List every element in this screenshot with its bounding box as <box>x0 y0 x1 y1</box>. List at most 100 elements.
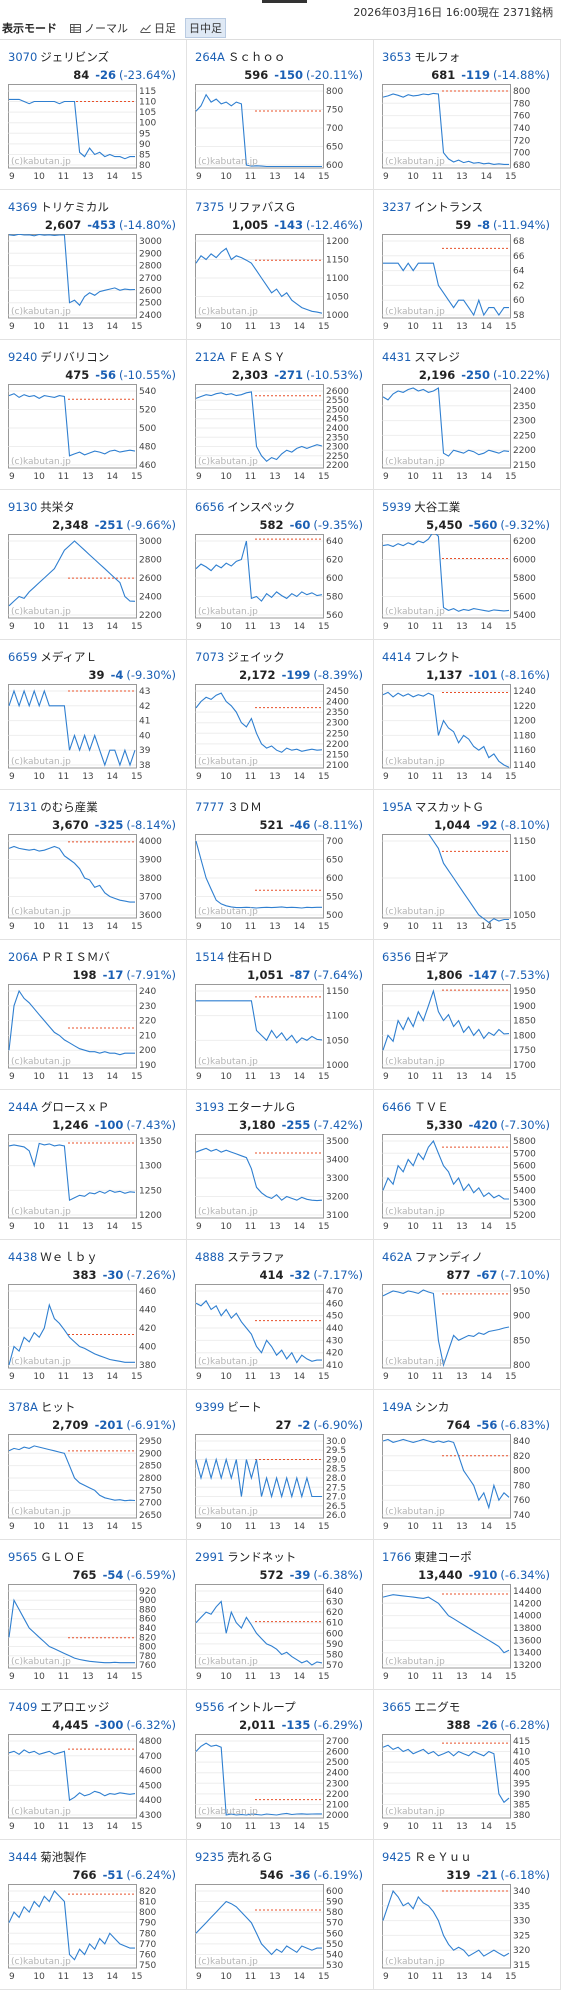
stock-code-link[interactable]: 195A <box>382 800 412 814</box>
stock-name[interactable]: Ｗｅｌｂｙ <box>40 1250 98 1264</box>
intraday-chart[interactable]: 3000 2800 2600 2400 2200 9 10 11 13 14 15 (c)kabuta… <box>8 534 178 632</box>
stock-tile[interactable]: 3665 エニグモ 388 -26 (-6.28%) 415 410 405 400 395 390… <box>374 1690 561 1840</box>
stock-tile[interactable]: 206A ＰＲＩＳＭバ 198 -17 (-7.91%) 240 230 220 210 200 1… <box>0 940 187 1090</box>
stock-code-link[interactable]: 1766 <box>382 1550 412 1564</box>
stock-code-link[interactable]: 7777 <box>195 800 225 814</box>
stock-name[interactable]: 東建コーポ <box>414 1550 472 1564</box>
intraday-chart[interactable]: 2950 2900 2850 2800 2750 2700 2650 9 10 11 13 14 15 (… <box>8 1434 178 1532</box>
intraday-chart[interactable]: 840 820 800 780 760 740 9 10 11 13 14 15 (c)kabutan.… <box>382 1434 552 1532</box>
stock-code-link[interactable]: 9565 <box>8 1550 38 1564</box>
stock-name[interactable]: 共栄タ <box>40 500 75 514</box>
stock-code-link[interactable]: 6356 <box>382 950 412 964</box>
stock-code-link[interactable]: 7409 <box>8 1700 38 1714</box>
stock-name[interactable]: ジェイック <box>227 650 285 664</box>
stock-tile[interactable]: 9425 ＲｅＹｕｕ 319 -21 (-6.18%) 340 335 330 325 320 31… <box>374 1840 561 1990</box>
stock-tile[interactable]: 9399 ビート 27 -2 (-6.90%) 30.0 29.5 29.0 28.5 28.0 2… <box>187 1390 374 1540</box>
stock-code-link[interactable]: 7073 <box>195 650 225 664</box>
intraday-chart[interactable]: 4000 3900 3800 3700 3600 9 10 11 13 14 15 (c)kabuta… <box>8 834 178 932</box>
stock-code-link[interactable]: 6466 <box>382 1100 412 1114</box>
stock-code-link[interactable]: 6656 <box>195 500 225 514</box>
stock-name[interactable]: 住石ＨＤ <box>227 950 274 964</box>
stock-name[interactable]: エターナルＧ <box>227 1100 297 1114</box>
intraday-chart[interactable]: 340 335 330 325 320 315 9 10 11 13 14 15 (c)kabutan.… <box>382 1884 552 1982</box>
stock-tile[interactable]: 7409 エアロエッジ 4,445 -300 (-6.32%) 4800 4700 4600 4… <box>0 1690 187 1840</box>
stock-tile[interactable]: 378A ヒット 2,709 -201 (-6.91%) 2950 2900 2850 2800… <box>0 1390 187 1540</box>
stock-code-link[interactable]: 4438 <box>8 1250 38 1264</box>
stock-name[interactable]: 大谷工業 <box>414 500 461 514</box>
stock-name[interactable]: のむら産業 <box>40 800 98 814</box>
stock-name[interactable]: フレクト <box>414 650 461 664</box>
intraday-chart[interactable]: 2400 2350 2300 2250 2200 2150 9 10 11 13 14 15 (c)ka… <box>382 384 552 482</box>
stock-code-link[interactable]: 206A <box>8 950 38 964</box>
intraday-chart[interactable]: 800 750 700 650 600 9 10 11 13 14 15 (c)kabutan.jp <box>195 84 365 182</box>
stock-code-link[interactable]: 7375 <box>195 200 225 214</box>
stock-code-link[interactable]: 244A <box>8 1100 38 1114</box>
stock-tile[interactable]: 3193 エターナルＧ 3,180 -255 (-7.42%) 3500 3400 3300 3… <box>187 1090 374 1240</box>
mode-normal-button[interactable]: ノーマル <box>67 19 131 37</box>
stock-code-link[interactable]: 9235 <box>195 1850 225 1864</box>
stock-name[interactable]: 日ギア <box>414 950 449 964</box>
stock-tile[interactable]: 4414 フレクト 1,137 -101 (-8.16%) 1240 1220 1200 118… <box>374 640 561 790</box>
stock-name[interactable]: ランドネット <box>227 1550 297 1564</box>
stock-tile[interactable]: 149A シンカ 764 -56 (-6.83%) 840 820 800 780 760 740 9… <box>374 1390 561 1540</box>
stock-name[interactable]: メディアＬ <box>40 650 97 664</box>
stock-tile[interactable]: 3237 イントランス 59 -8 (-11.94%) 68 66 64 62 60 58 9 10 11… <box>374 190 561 340</box>
stock-code-link[interactable]: 9556 <box>195 1700 225 1714</box>
stock-name[interactable]: ＴＶＥ <box>414 1100 449 1114</box>
intraday-chart[interactable]: 540 520 500 480 460 9 10 11 13 14 15 (c)kabutan.jp <box>8 384 178 482</box>
stock-name[interactable]: インスペック <box>227 500 296 514</box>
stock-tile[interactable]: 7777 ３ＤＭ 521 -46 (-8.11%) 700 650 600 550 500 9 10 1… <box>187 790 374 940</box>
intraday-chart[interactable]: 460 440 420 400 380 9 10 11 13 14 15 (c)kabutan.jp <box>8 1284 178 1382</box>
stock-name[interactable]: グロースｘＰ <box>40 1100 110 1114</box>
stock-tile[interactable]: 6659 メディアＬ 39 -4 (-9.30%) 43 42 41 40 39 38 9 10 11 13… <box>0 640 187 790</box>
stock-code-link[interactable]: 3653 <box>382 50 412 64</box>
stock-code-link[interactable]: 149A <box>382 1400 412 1414</box>
stock-code-link[interactable]: 3193 <box>195 1100 225 1114</box>
stock-name[interactable]: ステラファ <box>227 1250 285 1264</box>
intraday-chart[interactable]: 470 460 450 440 430 420 410 9 10 11 13 14 15 (c)kabut… <box>195 1284 365 1382</box>
intraday-chart[interactable]: 5800 5700 5600 5500 5400 5300 5200 9 10 11 13 14 15 (… <box>382 1134 552 1232</box>
stock-tile[interactable]: 3444 菊池製作 766 -51 (-6.24%) 820 810 800 790 780 770… <box>0 1840 187 1990</box>
stock-tile[interactable]: 7073 ジェイック 2,172 -199 (-8.39%) 2450 2400 2350 23… <box>187 640 374 790</box>
stock-name[interactable]: エニグモ <box>414 1700 461 1714</box>
intraday-chart[interactable]: 1240 1220 1200 1180 1160 1140 9 10 11 13 14 15 (c)ka… <box>382 684 552 782</box>
stock-name[interactable]: ＧＬＯＥ <box>40 1550 87 1564</box>
stock-code-link[interactable]: 378A <box>8 1400 38 1414</box>
stock-tile[interactable]: 9240 デリバリコン 475 -56 (-10.55%) 540 520 500 480 460… <box>0 340 187 490</box>
stock-code-link[interactable]: 3070 <box>8 50 38 64</box>
stock-code-link[interactable]: 4369 <box>8 200 38 214</box>
stock-code-link[interactable]: 4888 <box>195 1250 225 1264</box>
stock-name[interactable]: デリバリコン <box>40 350 110 364</box>
stock-code-link[interactable]: 1514 <box>195 950 225 964</box>
intraday-chart[interactable]: 1150 1100 1050 9 10 11 13 14 15 (c)kabutan.jp <box>382 834 552 932</box>
stock-code-link[interactable]: 7131 <box>8 800 38 814</box>
intraday-chart[interactable]: 800 780 760 740 720 700 680 9 10 11 13 14 15 (c)kabut… <box>382 84 552 182</box>
mode-daily-button[interactable]: 日足 <box>137 19 179 37</box>
stock-code-link[interactable]: 4414 <box>382 650 412 664</box>
stock-code-link[interactable]: 2991 <box>195 1550 225 1564</box>
stock-tile[interactable]: 212A ＦＥＡＳＹ 2,303 -271 (-10.53%) 2600 2550 2500 2… <box>187 340 374 490</box>
stock-name[interactable]: ジェリビンズ <box>40 50 110 64</box>
stock-tile[interactable]: 1514 住石ＨＤ 1,051 -87 (-7.64%) 1150 1100 1050 1000… <box>187 940 374 1090</box>
intraday-chart[interactable]: 3500 3400 3300 3200 3100 9 10 11 13 14 15 (c)kabuta… <box>195 1134 365 1232</box>
intraday-chart[interactable]: 4800 4700 4600 4500 4400 4300 9 10 11 13 14 15 (c)ka… <box>8 1734 178 1832</box>
stock-code-link[interactable]: 462A <box>382 1250 412 1264</box>
stock-code-link[interactable]: 6659 <box>8 650 38 664</box>
stock-tile[interactable]: 462A ファンディノ 877 -67 (-7.10%) 950 900 850 800 9 10 1… <box>374 1240 561 1390</box>
stock-name[interactable]: トリケミカル <box>40 200 109 214</box>
intraday-chart[interactable]: 640 620 600 580 560 9 10 11 13 14 15 (c)kabutan.jp <box>195 534 365 632</box>
stock-name[interactable]: ＦＥＡＳＹ <box>227 350 286 364</box>
intraday-chart[interactable]: 1350 1300 1250 1200 9 10 11 13 14 15 (c)kabutan.jp <box>8 1134 178 1232</box>
stock-tile[interactable]: 4888 ステラファ 414 -32 (-7.17%) 470 460 450 440 430 42… <box>187 1240 374 1390</box>
stock-name[interactable]: ヒット <box>40 1400 76 1414</box>
intraday-chart[interactable]: 1200 1150 1100 1050 1000 9 10 11 13 14 15 (c)kabuta… <box>195 234 365 332</box>
stock-code-link[interactable]: 9130 <box>8 500 38 514</box>
stock-code-link[interactable]: 264A <box>195 50 225 64</box>
stock-code-link[interactable]: 212A <box>195 350 225 364</box>
stock-name[interactable]: イントループ <box>227 1700 296 1714</box>
stock-name[interactable]: イントランス <box>414 200 484 214</box>
intraday-chart[interactable]: 6200 6000 5800 5600 5400 9 10 11 13 14 15 (c)kabuta… <box>382 534 552 632</box>
